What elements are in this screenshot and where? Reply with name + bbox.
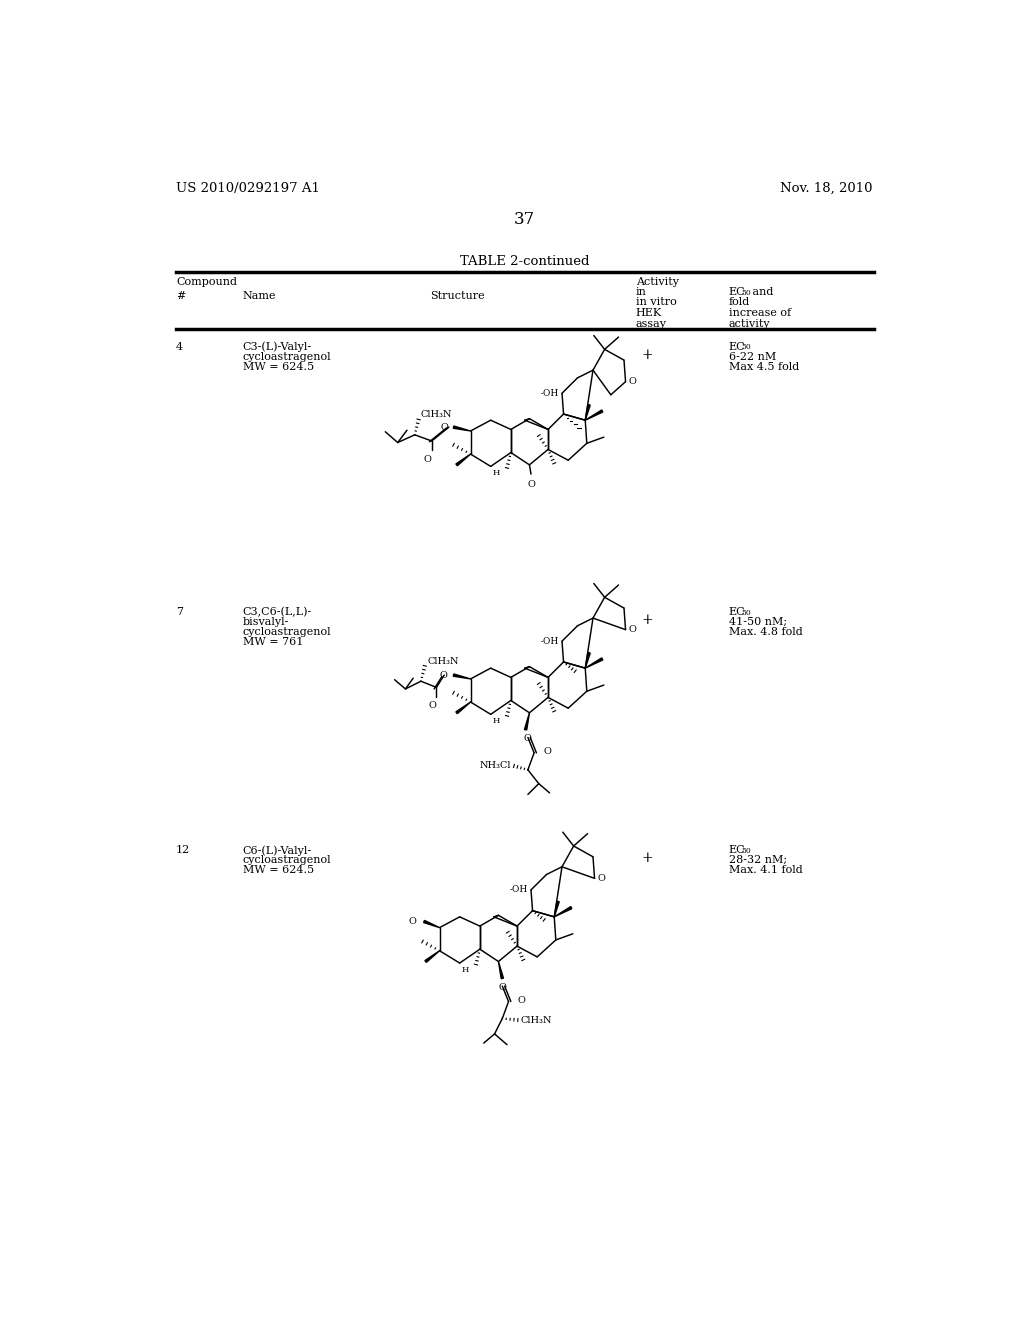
Text: O: O <box>499 983 506 993</box>
Polygon shape <box>425 950 439 962</box>
Text: bisvalyl-: bisvalyl- <box>243 618 289 627</box>
Text: O: O <box>409 917 417 925</box>
Text: -OH: -OH <box>541 636 559 645</box>
Text: TABLE 2-continued: TABLE 2-continued <box>460 255 590 268</box>
Text: O: O <box>629 378 637 387</box>
Text: 6-22 nM: 6-22 nM <box>729 351 776 362</box>
Text: MW = 761: MW = 761 <box>243 638 303 647</box>
Text: O: O <box>598 874 605 883</box>
Text: O: O <box>439 671 447 680</box>
Text: activity: activity <box>729 318 770 329</box>
Text: 12: 12 <box>176 845 190 855</box>
Polygon shape <box>424 920 439 928</box>
Text: 37: 37 <box>514 211 536 228</box>
Text: O: O <box>518 995 525 1005</box>
Text: cycloastragenol: cycloastragenol <box>243 627 332 638</box>
Text: O: O <box>527 480 535 490</box>
Text: HEK: HEK <box>636 308 662 318</box>
Text: H: H <box>461 966 469 974</box>
Polygon shape <box>586 404 590 420</box>
Text: Name: Name <box>243 290 276 301</box>
Text: EC: EC <box>729 607 745 618</box>
Text: C6-(L)-Valyl-: C6-(L)-Valyl- <box>243 845 312 855</box>
Text: 7: 7 <box>176 607 183 618</box>
Text: 4: 4 <box>176 342 183 351</box>
Text: cycloastragenol: cycloastragenol <box>243 855 332 865</box>
Text: +: + <box>642 851 653 866</box>
Text: and: and <box>749 286 773 297</box>
Text: +: + <box>642 348 653 362</box>
Text: EC: EC <box>729 342 745 351</box>
Text: C3-(L)-Valyl-: C3-(L)-Valyl- <box>243 342 312 352</box>
Text: 50: 50 <box>741 609 751 616</box>
Text: O: O <box>629 626 637 634</box>
Text: assay: assay <box>636 318 667 329</box>
Polygon shape <box>456 454 471 466</box>
Text: H: H <box>493 470 500 478</box>
Text: Max. 4.1 fold: Max. 4.1 fold <box>729 866 803 875</box>
Polygon shape <box>524 713 529 730</box>
Text: 28-32 nM;: 28-32 nM; <box>729 855 786 865</box>
Text: O: O <box>524 734 531 743</box>
Text: +: + <box>642 614 653 627</box>
Text: O: O <box>441 422 449 432</box>
Text: Max 4.5 fold: Max 4.5 fold <box>729 362 799 372</box>
Text: Max. 4.8 fold: Max. 4.8 fold <box>729 627 803 638</box>
Text: MW = 624.5: MW = 624.5 <box>243 866 313 875</box>
Text: Activity: Activity <box>636 277 679 286</box>
Text: fold: fold <box>729 297 750 308</box>
Polygon shape <box>554 902 559 917</box>
Text: -OH: -OH <box>541 389 559 397</box>
Text: 50: 50 <box>741 289 751 297</box>
Text: 50: 50 <box>741 847 751 855</box>
Text: Compound: Compound <box>176 277 237 286</box>
Text: NH₃Cl: NH₃Cl <box>479 760 511 770</box>
Polygon shape <box>554 907 571 917</box>
Polygon shape <box>586 657 603 668</box>
Text: in: in <box>636 286 646 297</box>
Polygon shape <box>456 702 471 714</box>
Text: ClH₃N: ClH₃N <box>521 1015 552 1024</box>
Text: H: H <box>493 718 500 726</box>
Text: in vitro: in vitro <box>636 297 677 308</box>
Polygon shape <box>454 426 471 430</box>
Text: increase of: increase of <box>729 308 791 318</box>
Text: 50: 50 <box>741 343 751 351</box>
Polygon shape <box>586 652 590 668</box>
Polygon shape <box>586 411 603 420</box>
Text: cycloastragenol: cycloastragenol <box>243 351 332 362</box>
Text: O: O <box>544 747 551 756</box>
Text: MW = 624.5: MW = 624.5 <box>243 362 313 372</box>
Text: US 2010/0292197 A1: US 2010/0292197 A1 <box>176 182 319 194</box>
Text: ClH₃N: ClH₃N <box>421 411 453 420</box>
Text: O: O <box>424 455 432 463</box>
Text: ClH₃N: ClH₃N <box>427 657 459 665</box>
Text: -OH: -OH <box>510 886 528 895</box>
Text: #: # <box>176 290 185 301</box>
Text: EC: EC <box>729 845 745 855</box>
Text: EC: EC <box>729 286 745 297</box>
Text: C3,C6-(L,L)-: C3,C6-(L,L)- <box>243 607 312 618</box>
Text: O: O <box>429 701 436 710</box>
Polygon shape <box>454 675 471 678</box>
Text: Nov. 18, 2010: Nov. 18, 2010 <box>779 182 872 194</box>
Text: 41-50 nM;: 41-50 nM; <box>729 618 786 627</box>
Polygon shape <box>499 961 504 978</box>
Text: Structure: Structure <box>430 290 485 301</box>
